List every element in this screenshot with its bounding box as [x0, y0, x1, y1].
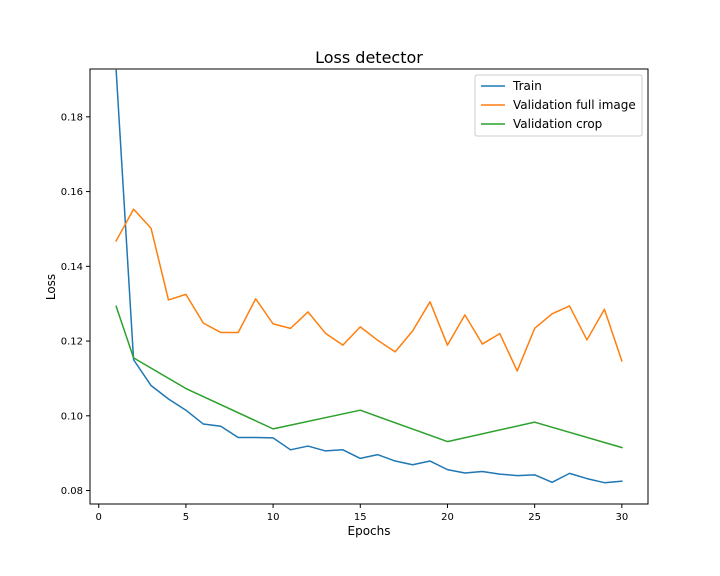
y-tick-label: 0.12 [61, 337, 83, 348]
y-tick-label: 0.18 [61, 112, 83, 123]
y-tick-label: 0.10 [61, 411, 83, 422]
legend-label: Validation crop [513, 117, 602, 131]
y-tick-label: 0.16 [61, 187, 83, 198]
legend-label: Validation full image [513, 98, 636, 112]
x-tick-label: 15 [354, 512, 367, 523]
y-tick-label: 0.14 [61, 262, 83, 273]
x-tick-label: 25 [528, 512, 541, 523]
series-line-2 [115, 305, 623, 449]
x-tick-label: 20 [441, 512, 454, 523]
y-axis-label: Loss [44, 274, 58, 300]
legend-label: Train [512, 79, 542, 93]
chart-title: Loss detector [315, 48, 423, 67]
x-tick-label: 5 [183, 512, 189, 523]
x-axis-ticks: 0 5 10 15 20 25 30 [96, 504, 628, 523]
x-tick-label: 0 [96, 512, 102, 523]
plot-area [89, 68, 649, 505]
y-tick-label: 0.08 [61, 486, 83, 497]
legend-box [474, 74, 643, 137]
legend: Train Validation full image Validation cro… [474, 74, 643, 137]
x-tick-label: 30 [615, 512, 628, 523]
series-line-1 [115, 208, 623, 372]
series-line-0 [115, 69, 623, 484]
x-axis-label: Epochs [348, 524, 391, 538]
x-tick-label: 10 [267, 512, 280, 523]
y-axis-ticks: 0.08 0.10 0.12 0.14 0.16 0.18 [61, 112, 90, 497]
series-lines [115, 69, 623, 484]
